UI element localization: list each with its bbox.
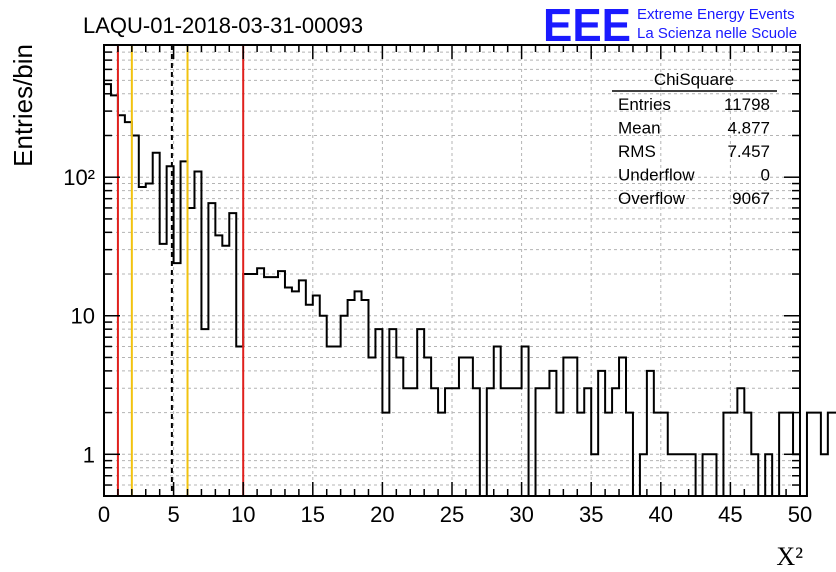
x-tick-label: 35 (579, 502, 603, 527)
stats-row-label: Underflow (618, 166, 695, 185)
histogram-bin (487, 388, 494, 496)
histogram-bin (396, 357, 403, 496)
x-tick-label: 15 (301, 502, 325, 527)
histogram-bin (264, 277, 271, 496)
y-tick-label: 10 (71, 304, 95, 329)
stats-row-value: 0 (761, 166, 770, 185)
stats-box: ChiSquare Entries 11798 Mean 4.877 RMS 7.457 U… (612, 70, 777, 208)
x-tick-label: 0 (98, 502, 110, 527)
histogram-bin (536, 388, 543, 496)
histogram-bin (647, 371, 654, 496)
histogram-bin (229, 213, 236, 496)
histogram-bin (160, 244, 167, 496)
histogram-bin (104, 84, 111, 496)
histogram-bin (334, 346, 341, 496)
org-name-line2: La Scienza nelle Scuole (637, 25, 797, 42)
histogram-bin (612, 388, 619, 496)
histogram-bin (459, 357, 466, 496)
x-tick-label: 30 (509, 502, 533, 527)
histogram-bin (118, 115, 125, 496)
histogram-bin (167, 166, 174, 496)
y-tick-label: 1 (83, 442, 95, 467)
histogram-bin (584, 388, 591, 496)
histogram-bin (111, 95, 118, 496)
stats-box-rows: Entries 11798 Mean 4.877 RMS 7.457 Underflow 0 O… (618, 95, 770, 208)
histogram-bin (278, 271, 285, 496)
histogram-bin (250, 274, 257, 496)
histogram-bin (807, 413, 814, 496)
histogram-bin (619, 357, 626, 496)
histogram-bin (814, 413, 821, 496)
x-tick-label: 20 (370, 502, 394, 527)
stats-row-label: Mean (618, 119, 661, 138)
histogram-bin (194, 171, 201, 496)
stats-row-label: RMS (618, 142, 656, 161)
grid-lines (104, 45, 800, 496)
histogram-bin (368, 357, 375, 496)
histogram-bin (257, 268, 264, 496)
histogram-bin (146, 184, 153, 496)
org-name-line1: Extreme Energy Events (637, 6, 795, 23)
y-axis-label: Entries/bin (8, 44, 38, 167)
histogram-bin (188, 208, 195, 496)
x-tick-label: 10 (231, 502, 255, 527)
histogram-bin (821, 454, 828, 496)
histogram-bin (522, 346, 529, 496)
stats-row-label: Overflow (618, 189, 686, 208)
histogram-bin (445, 388, 452, 496)
histogram-bin (508, 388, 515, 496)
x-tick-label: 5 (167, 502, 179, 527)
x-tick-label: 50 (788, 502, 812, 527)
histogram-bin (542, 388, 549, 496)
histogram-bin (452, 388, 459, 496)
histogram-bin (320, 316, 327, 496)
eee-logo: EEE (543, 0, 631, 51)
histogram-bin (563, 357, 570, 496)
histogram-bin (737, 388, 744, 496)
x-tick-label: 40 (649, 502, 673, 527)
histogram-bin (327, 346, 334, 496)
histogram-bin (125, 122, 132, 496)
histogram-bin (313, 296, 320, 496)
stats-row-label: Entries (618, 95, 671, 114)
histogram-bin (403, 388, 410, 496)
histogram-bin (153, 153, 160, 496)
y-tick-label: 10² (63, 165, 95, 190)
histogram-bin (410, 388, 417, 496)
histogram-bin (236, 346, 243, 496)
histogram-bin (515, 388, 522, 496)
stats-row-value: 11798 (724, 95, 770, 114)
axes: 0 5 10 15 20 25 30 35 40 45 50 1 10 10² (63, 44, 812, 527)
stats-row-value: 4.877 (727, 119, 770, 138)
histogram-bin (570, 357, 577, 496)
histogram-bin (494, 346, 501, 496)
histogram-bin (549, 371, 556, 496)
histogram-bin (139, 187, 146, 496)
histogram-bin (341, 316, 348, 496)
histogram-outline (104, 83, 836, 497)
histogram-bin (501, 388, 508, 496)
histogram-bin (466, 357, 473, 496)
histogram-bin (431, 388, 438, 496)
stats-row-value: 7.457 (727, 142, 770, 161)
histogram-bin (598, 371, 605, 496)
stats-row-value: 9067 (732, 189, 770, 208)
x-axis-label: X² (776, 542, 803, 571)
x-tick-label: 25 (440, 502, 464, 527)
stats-box-title: ChiSquare (654, 70, 734, 89)
histogram-bin (828, 413, 835, 496)
histogram-bin (208, 203, 215, 496)
reference-lines (116, 45, 245, 496)
histogram-bin (473, 388, 480, 496)
histogram-bin (243, 274, 250, 496)
run-title: LAQU-01-2018-03-31-00093 (83, 13, 363, 38)
histogram-bin (424, 357, 431, 496)
histogram-series (104, 83, 836, 497)
histogram-bin (285, 287, 292, 496)
histogram-bin (271, 277, 278, 496)
x-tick-label: 45 (718, 502, 742, 527)
